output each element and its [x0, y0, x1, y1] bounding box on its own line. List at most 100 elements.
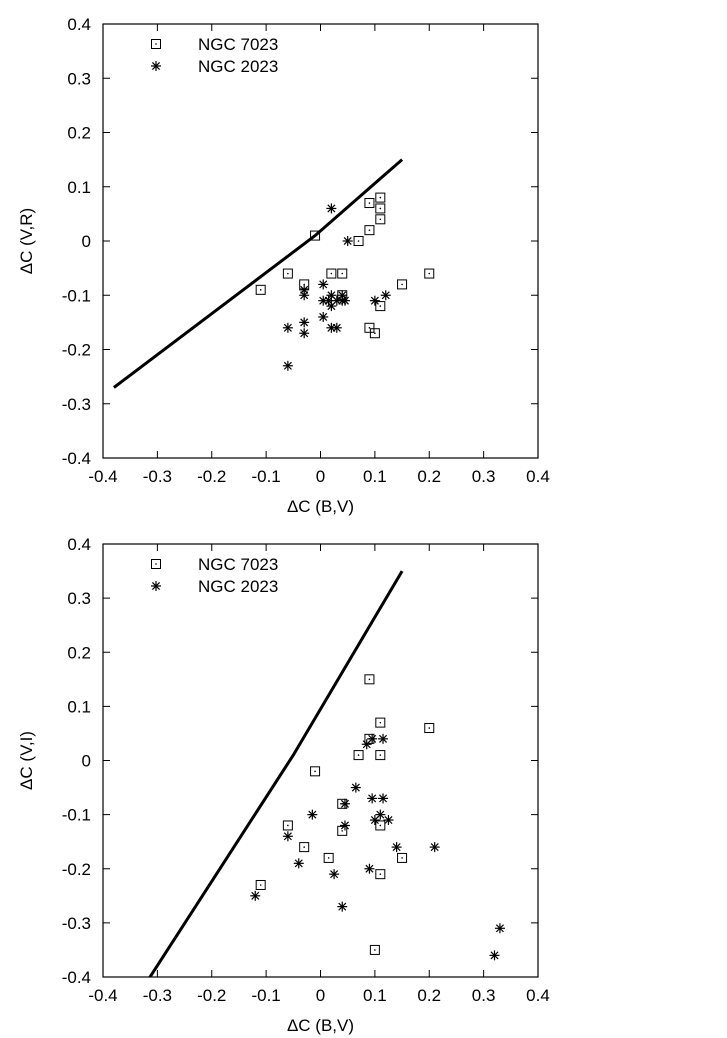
data-point-star [494, 923, 505, 934]
x-tick-label: 0.3 [472, 986, 496, 1005]
data-point-star [342, 236, 353, 246]
x-tick-label: 0 [316, 986, 325, 1005]
y-tick-label: 0.3 [67, 69, 91, 88]
plot-frame [102, 543, 539, 978]
x-tick-label: -0.1 [251, 986, 280, 1005]
data-point-square-center [357, 754, 360, 756]
legend-label: NGC 2023 [198, 577, 278, 596]
data-point-square-center [303, 846, 305, 848]
data-point-square [282, 268, 293, 279]
data-point-square [375, 820, 386, 831]
y-tick-label: 0.3 [67, 589, 91, 608]
legend-marker-square-center [155, 563, 157, 565]
data-point-square [369, 328, 380, 339]
data-point-square [326, 268, 337, 279]
x-tick-label: -0.1 [251, 467, 280, 486]
data-point-square [310, 766, 321, 777]
data-point-star [318, 279, 329, 290]
data-point-star [326, 203, 337, 214]
data-point-square [353, 750, 364, 761]
data-point-square [337, 825, 348, 836]
data-point-square [375, 301, 386, 312]
series-star [250, 733, 505, 961]
data-point-square-center [374, 332, 376, 335]
data-point-star [299, 317, 310, 328]
data-point-square [255, 284, 266, 295]
y-tick-label: 0.1 [67, 178, 91, 197]
data-point-square [364, 674, 375, 685]
y-axis-label: ΔC (V,I) [17, 731, 36, 790]
data-point-square-center [368, 202, 371, 204]
y-tick-label: -0.2 [62, 860, 91, 879]
data-point-square [323, 852, 334, 863]
series-square [255, 674, 435, 955]
data-point-square-center [341, 272, 344, 275]
data-point-square-center [303, 283, 305, 286]
legend-marker-square-center [155, 43, 157, 45]
data-point-square [364, 198, 375, 209]
data-point-square-center [379, 721, 382, 724]
y-tick-label: -0.3 [62, 395, 91, 414]
data-point-square-center [314, 770, 316, 773]
data-point-square-center [379, 218, 382, 221]
y-tick-label: -0.3 [62, 914, 91, 933]
data-point-square-center [259, 289, 262, 291]
data-point-star [383, 815, 394, 826]
data-point-square-center [428, 727, 431, 729]
data-point-square [424, 723, 435, 734]
x-tick-label: -0.4 [88, 986, 117, 1005]
y-tick-label: 0.1 [67, 697, 91, 716]
x-tick-label: -0.2 [197, 467, 226, 486]
data-point-star [391, 842, 402, 853]
y-tick-label: -0.2 [62, 341, 91, 360]
legend-marker-star [151, 61, 161, 71]
data-point-square-center [374, 949, 376, 951]
x-tick-label: -0.3 [143, 986, 172, 1005]
data-point-square [299, 842, 310, 853]
x-tick-label: 0.1 [363, 986, 387, 1005]
legend-label: NGC 7023 [198, 555, 278, 574]
legend: NGC 7023 NGC 2023 [151, 35, 278, 76]
data-point-star [282, 831, 293, 842]
data-point-square-center [327, 857, 330, 859]
series-square [255, 192, 435, 339]
data-point-square [424, 268, 435, 279]
y-tick-label: 0.4 [67, 535, 91, 554]
data-point-square-center [379, 305, 382, 307]
data-point-square [375, 214, 386, 225]
legend-label: NGC 7023 [198, 35, 278, 54]
data-point-square [364, 225, 375, 236]
y-tick-label: 0 [82, 232, 91, 251]
chart-panel-1: -0.4 -0.3 -0.2 -0.1 0 0.1 0.2 0.3 0.4 -0.4 -0.3 -0.… [17, 15, 550, 516]
data-point-square-center [379, 207, 382, 210]
model-curve [112, 158, 404, 389]
data-point-star [282, 322, 293, 333]
x-tick-label: -0.2 [197, 986, 226, 1005]
data-point-square-center [379, 196, 382, 199]
data-point-square [375, 192, 386, 203]
data-point-square-center [401, 857, 403, 859]
x-axis-label: ΔC (B,V) [287, 497, 354, 516]
x-tick-label: 0 [316, 467, 325, 486]
data-point-square-center [379, 824, 382, 827]
y-tick-label: 0 [82, 752, 91, 771]
legend-marker-star [151, 581, 161, 591]
chart-panel-2: -0.4 -0.3 -0.2 -0.1 0 0.1 0.2 0.3 0.4 -0.4 -0.3 -0.… [17, 535, 550, 1035]
data-point-star [367, 733, 378, 744]
data-point-square-center [368, 327, 371, 329]
data-point-star [378, 733, 389, 744]
data-point-square [369, 944, 380, 955]
data-point-square [375, 750, 386, 761]
y-tick-label: 0.4 [67, 15, 91, 34]
x-tick-label: 0.2 [417, 467, 441, 486]
data-point-star [299, 328, 310, 339]
data-point-square-center [314, 234, 316, 237]
data-point-star [337, 901, 348, 912]
y-tick-label: -0.1 [62, 286, 91, 305]
data-point-star [380, 290, 391, 301]
data-point-square [397, 852, 408, 863]
data-point-star [307, 809, 318, 820]
data-point-star [250, 890, 261, 901]
